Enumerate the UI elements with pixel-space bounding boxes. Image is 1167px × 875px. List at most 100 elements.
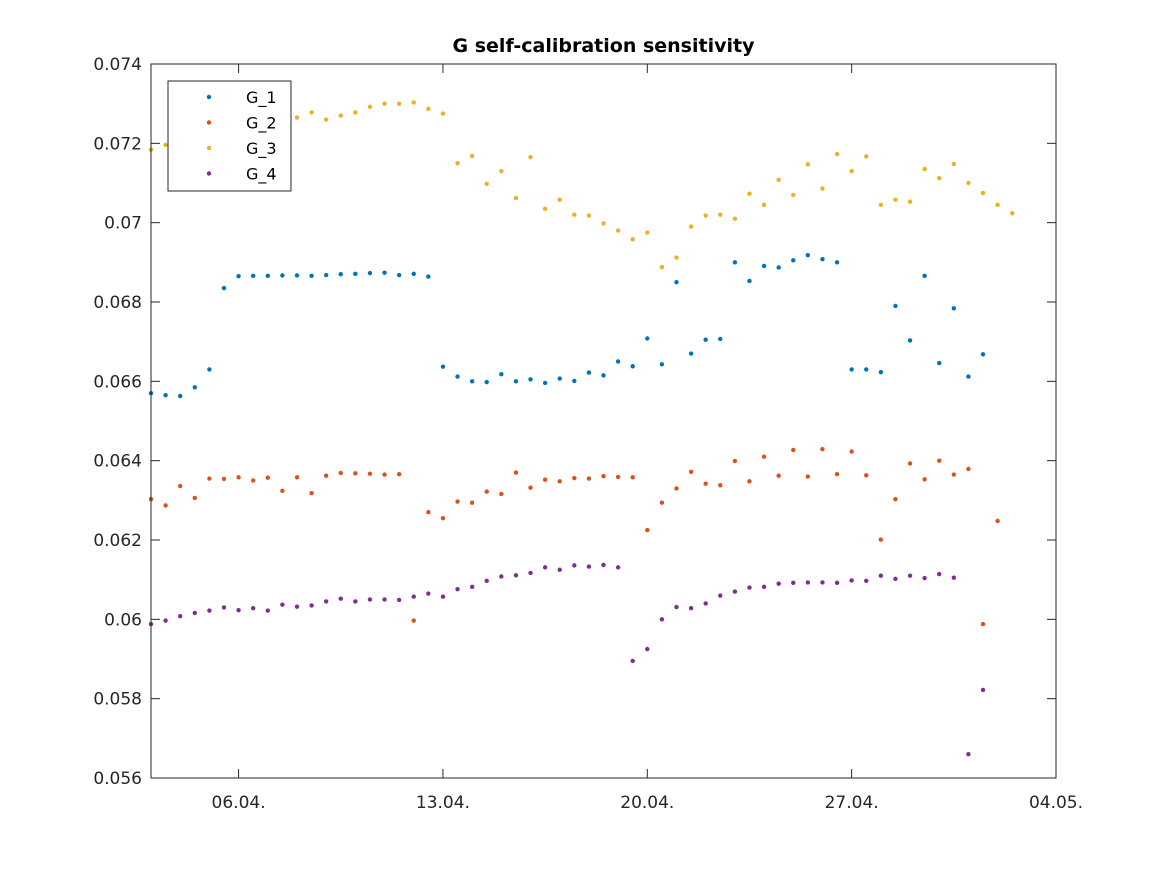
data-point — [221, 285, 227, 291]
data-point — [411, 594, 416, 599]
data-point — [601, 473, 606, 479]
data-point — [820, 580, 825, 585]
data-point — [718, 336, 723, 342]
data-point — [163, 503, 168, 508]
data-point — [484, 578, 489, 584]
data-point — [893, 197, 898, 202]
data-point — [586, 370, 592, 375]
data-point — [703, 481, 708, 486]
data-point — [776, 177, 781, 183]
data-point — [937, 360, 942, 366]
data-point — [703, 337, 708, 342]
data-point — [440, 111, 446, 116]
x-tick-label: 04.05. — [1029, 793, 1083, 813]
data-point — [878, 370, 884, 375]
data-point — [542, 206, 548, 211]
data-point — [834, 260, 840, 265]
series-g-1 — [148, 252, 986, 399]
data-point — [265, 608, 270, 613]
data-point — [469, 379, 475, 384]
data-point — [177, 393, 183, 399]
data-point — [674, 255, 679, 260]
data-point — [937, 571, 942, 577]
data-point — [411, 271, 416, 277]
data-point — [294, 115, 300, 120]
data-point — [382, 270, 387, 275]
data-point — [995, 518, 1000, 524]
data-point — [966, 180, 971, 186]
data-point — [396, 101, 402, 106]
data-point — [572, 212, 577, 217]
data-point — [309, 490, 314, 496]
data-point — [236, 274, 241, 279]
data-point — [440, 515, 446, 521]
x-tick-label: 20.04. — [620, 793, 674, 813]
data-point — [177, 613, 183, 619]
series-g-2 — [148, 446, 1000, 627]
data-point — [572, 475, 577, 481]
data-point — [367, 471, 373, 476]
data-point — [396, 471, 402, 477]
data-point — [645, 336, 650, 341]
data-point — [455, 160, 460, 166]
data-point — [805, 580, 811, 585]
data-point — [353, 599, 358, 604]
data-point — [718, 483, 723, 488]
data-point — [382, 472, 387, 477]
data-point — [907, 338, 913, 343]
data-point — [411, 100, 416, 105]
data-point — [659, 500, 665, 505]
data-point — [688, 351, 694, 356]
data-point — [791, 258, 796, 263]
data-point — [951, 472, 957, 477]
data-point — [747, 191, 752, 196]
data-point — [207, 476, 212, 481]
legend-label: G_4 — [246, 165, 277, 185]
data-point — [761, 263, 767, 269]
data-point — [1010, 210, 1015, 216]
data-point — [893, 576, 898, 582]
legend-marker — [206, 171, 212, 176]
data-point — [367, 104, 373, 110]
legend-label: G_3 — [246, 139, 277, 159]
data-point — [630, 475, 635, 480]
data-point — [834, 471, 840, 477]
data-point — [528, 155, 533, 160]
legend-label: G_2 — [246, 114, 277, 134]
data-point — [528, 485, 533, 490]
data-point — [557, 197, 562, 202]
data-point — [499, 168, 504, 174]
data-point — [937, 458, 942, 463]
data-point — [513, 470, 519, 475]
data-point — [411, 618, 416, 623]
data-point — [718, 212, 723, 217]
y-tick-label: 0.066 — [93, 372, 142, 392]
data-point — [674, 279, 679, 285]
data-point — [469, 500, 475, 505]
data-point — [732, 589, 738, 594]
data-point — [367, 597, 373, 602]
data-point — [980, 190, 986, 196]
data-point — [630, 237, 635, 242]
x-tick-label: 13.04. — [416, 793, 470, 813]
data-point — [907, 461, 913, 466]
data-point — [353, 471, 358, 476]
data-point — [922, 477, 927, 482]
data-point — [922, 273, 927, 279]
data-point — [849, 168, 854, 174]
data-point — [703, 213, 708, 218]
data-point — [761, 584, 767, 590]
data-point — [849, 367, 854, 372]
data-point — [338, 596, 343, 601]
data-point — [907, 199, 913, 204]
legend-label: G_1 — [246, 88, 277, 108]
data-point — [192, 610, 197, 616]
data-point — [192, 385, 197, 390]
data-point — [805, 474, 811, 479]
x-tick-label: 06.04. — [212, 793, 266, 813]
data-point — [542, 565, 548, 570]
data-point — [776, 265, 781, 270]
x-tick-label: 27.04. — [825, 793, 879, 813]
data-point — [951, 161, 957, 167]
